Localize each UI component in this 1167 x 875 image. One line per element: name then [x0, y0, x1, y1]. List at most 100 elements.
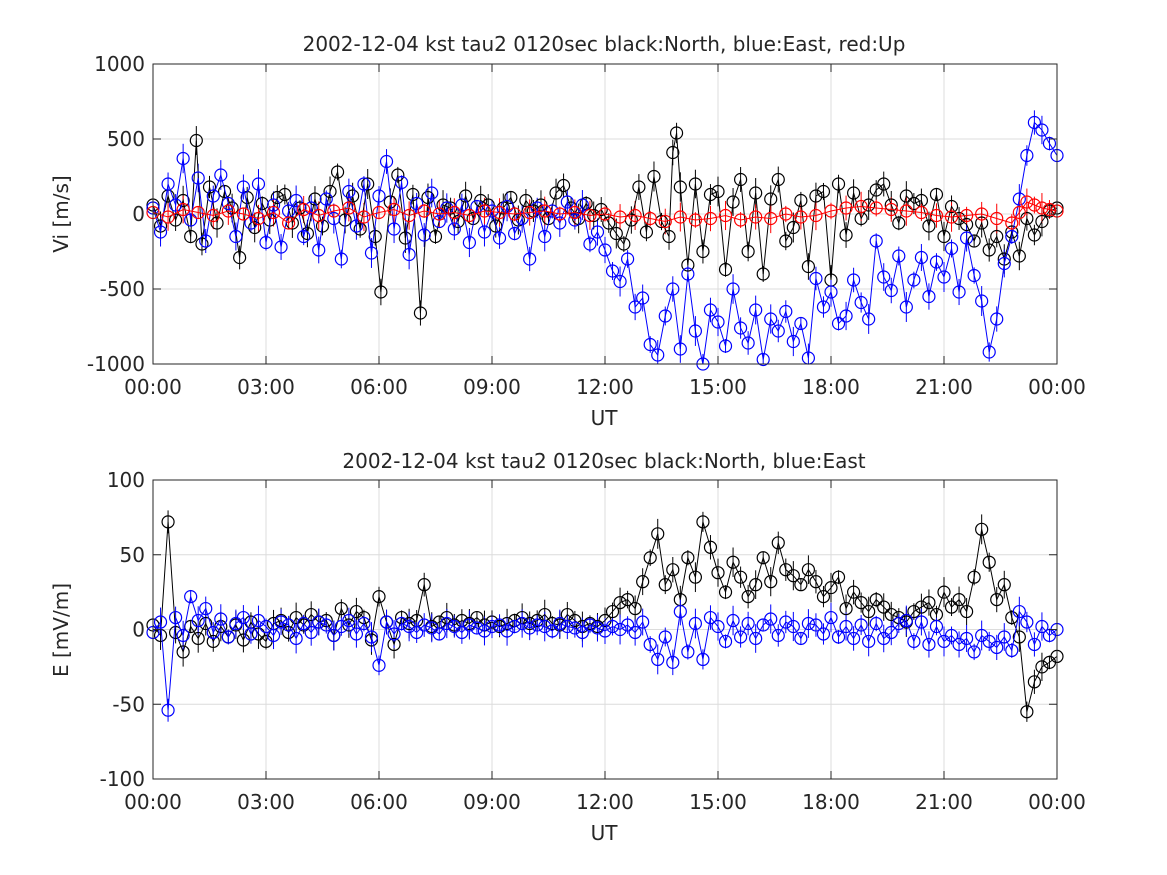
data-point [206, 208, 220, 223]
chart-electric-field: 2002-12-04 kst tau2 0120sec black:North,… [49, 449, 1086, 845]
data-point [342, 613, 356, 628]
x-axis: 00:00 03:00 06:00 09:00 12:00 15:00 18:00 21:00… [124, 64, 1086, 399]
data-point [530, 201, 544, 215]
data-point [184, 590, 198, 604]
data-point [1035, 660, 1049, 674]
data-point [914, 615, 929, 629]
data-point [726, 555, 740, 569]
data-point [892, 616, 906, 631]
series-line [152, 201, 1058, 224]
x-tick-label: 12:00 [576, 790, 634, 814]
data-point [470, 610, 484, 625]
data-point [342, 201, 356, 215]
data-point [289, 631, 303, 646]
data-point [929, 208, 944, 223]
x-tick-label: 15:00 [689, 375, 747, 399]
data-point [410, 196, 424, 211]
data-point [492, 205, 507, 220]
x-tick-label: 00:00 [1028, 790, 1086, 814]
data-point [975, 294, 989, 308]
data-point [794, 193, 808, 208]
data-point [741, 336, 755, 350]
data-point [839, 601, 853, 616]
data-point [914, 250, 929, 265]
data-point [500, 616, 514, 631]
data-point [605, 264, 620, 278]
data-point [756, 551, 770, 565]
data-point [673, 180, 687, 194]
data-point [771, 172, 785, 187]
data-point [658, 214, 672, 229]
y-axis-label: Vi [m/s] [49, 175, 73, 252]
data-point [507, 226, 522, 241]
data-point [982, 555, 996, 569]
data-point [312, 243, 326, 257]
y-tick-label: 1000 [94, 52, 145, 76]
y-tick-label: -100 [100, 767, 145, 791]
data-point [462, 618, 476, 632]
data-point [323, 184, 337, 199]
data-point [839, 201, 853, 215]
data-point [990, 312, 1004, 326]
data-point [1027, 637, 1042, 652]
data-point [749, 578, 763, 592]
data-point [387, 202, 401, 217]
data-point [703, 610, 718, 625]
data-point [613, 595, 627, 610]
data-point [914, 600, 929, 614]
data-point [523, 252, 537, 266]
data-point [229, 229, 243, 244]
data-point [884, 625, 898, 640]
data-point [523, 621, 537, 635]
data-point [176, 193, 190, 208]
data-point [801, 616, 816, 631]
series-east [146, 590, 1064, 717]
data-point [346, 189, 360, 203]
data-point [854, 199, 868, 214]
data-point [733, 321, 748, 335]
data-point [982, 243, 996, 257]
x-tick-label: 09:00 [463, 375, 521, 399]
chart-velocity: 2002-12-04 kst tau2 0120sec black:North,… [49, 32, 1086, 430]
data-point [462, 235, 476, 250]
data-point [779, 234, 793, 248]
data-point [846, 585, 861, 599]
data-point [297, 202, 311, 217]
data-point [421, 190, 435, 205]
data-point [869, 234, 883, 248]
x-tick-label: 12:00 [576, 375, 634, 399]
data-point [568, 205, 582, 220]
data-point [304, 607, 318, 622]
data-point [794, 578, 808, 592]
data-point [372, 658, 386, 672]
data-point [967, 234, 981, 248]
data-point [718, 339, 733, 353]
data-point [862, 634, 876, 649]
data-point [741, 616, 755, 631]
data-point [651, 348, 665, 362]
x-tick-label: 00:00 [124, 375, 182, 399]
data-point [862, 312, 876, 326]
data-point [884, 283, 898, 298]
data-point [779, 304, 793, 319]
data-point [666, 563, 680, 577]
data-point [666, 282, 680, 296]
data-point [312, 615, 326, 629]
data-point [236, 180, 250, 194]
data-point [278, 187, 292, 202]
data-point [711, 315, 725, 329]
data-point [553, 207, 567, 221]
data-point [349, 627, 363, 641]
y-axis: -1000 -500 0 500 1000 [87, 52, 1057, 376]
data-point [771, 536, 785, 550]
data-point [824, 610, 838, 625]
series-layer [146, 515, 1064, 719]
data-point [523, 205, 537, 220]
data-point [191, 631, 205, 646]
data-point [967, 645, 981, 659]
data-point [199, 234, 213, 248]
data-point [937, 585, 951, 599]
data-point [436, 198, 450, 212]
data-point [455, 198, 469, 212]
data-point [1027, 675, 1042, 689]
